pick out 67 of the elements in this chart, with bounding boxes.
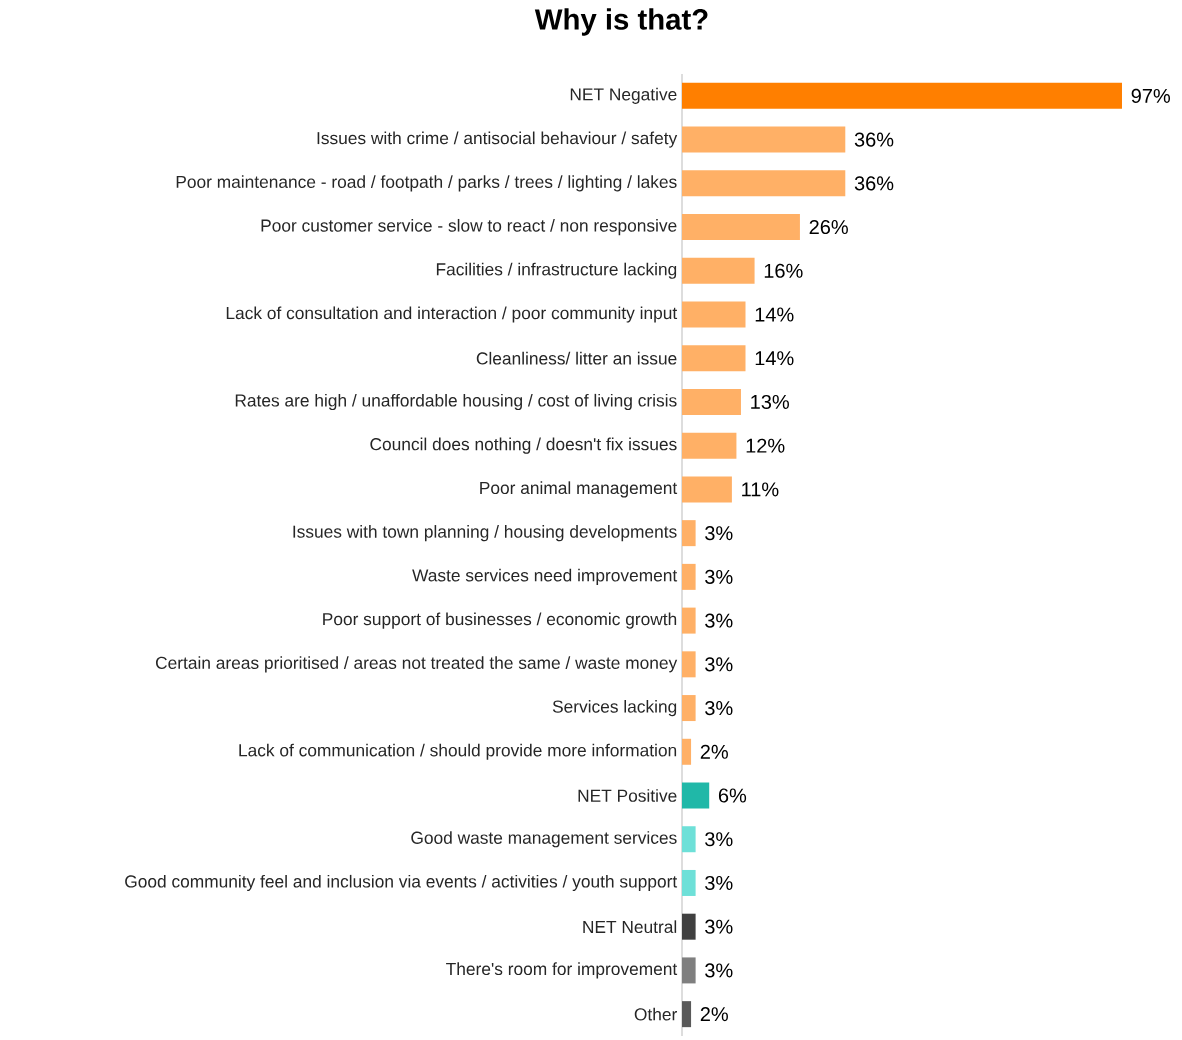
bar <box>682 738 692 765</box>
data-label: 3% <box>705 700 733 716</box>
y-tick-label: Good community feel and inclusion via events / activities / youth support <box>125 874 678 892</box>
y-tick-label: Lack of consultation and interaction / poor community input <box>226 306 678 323</box>
data-label: 2% <box>700 1007 728 1022</box>
data-label: 3% <box>705 569 733 584</box>
bar <box>682 388 741 415</box>
bar <box>682 520 696 547</box>
bar <box>682 476 732 503</box>
bar <box>682 301 746 328</box>
bar <box>682 782 710 809</box>
chart-title: Why is that? <box>534 8 708 36</box>
data-label: 14% <box>755 307 794 322</box>
bar <box>682 869 696 896</box>
y-tick-label: Issues with town planning / housing developments <box>293 525 677 542</box>
data-label: 13% <box>751 394 789 410</box>
data-label: 3% <box>705 832 733 847</box>
bar <box>682 607 696 634</box>
bar <box>682 345 746 372</box>
y-tick-label: Cleanliness/ litter an issue <box>476 351 677 365</box>
bar <box>682 826 696 853</box>
data-label: 3% <box>705 613 733 628</box>
data-label: 3% <box>705 875 733 891</box>
bar <box>682 257 755 284</box>
y-tick-label: Poor maintenance - road / footpath / parks / trees / lighting / lakes <box>176 175 677 192</box>
y-tick-label: Rates are high / unaffordable housing / cost of living crisis <box>235 393 677 411</box>
y-tick-label: Council does nothing / doesn't fix issues <box>370 437 677 454</box>
bar <box>682 214 800 241</box>
data-label: 12% <box>746 438 785 453</box>
data-label: 11% <box>742 482 779 497</box>
bar <box>682 913 696 940</box>
data-label: 26% <box>809 219 848 235</box>
y-tick-label: There's room for improvement <box>446 962 678 979</box>
data-label: 3% <box>705 526 733 541</box>
bar <box>682 651 696 678</box>
data-label: 6% <box>718 788 747 803</box>
data-label: 36% <box>854 132 894 147</box>
y-tick-label: Poor customer service - slow to react / non responsive <box>261 218 677 236</box>
bar <box>682 1001 692 1028</box>
bar <box>682 126 846 153</box>
data-label: 16% <box>764 263 803 278</box>
data-label: 3% <box>705 657 733 672</box>
y-tick-label: Services lacking <box>552 699 677 717</box>
y-tick-label: NET Neutral <box>583 920 677 934</box>
y-tick-label: Certain areas prioritised / areas not treated the same / waste money <box>155 656 678 673</box>
y-tick-label: Issues with crime / antisocial behaviour / safety <box>317 131 678 148</box>
data-label: 14% <box>755 351 794 366</box>
data-label: 97% <box>1131 88 1170 103</box>
y-tick-label: Lack of communication / should provide more information <box>239 743 677 760</box>
bar <box>682 432 737 459</box>
y-tick-label: Good waste management services <box>411 831 677 848</box>
bar <box>682 563 696 590</box>
y-tick-label: Poor animal management <box>480 481 678 498</box>
data-label: 3% <box>705 963 733 978</box>
y-tick-label: Other <box>634 1007 677 1021</box>
y-tick-label: NET Positive <box>578 789 677 802</box>
y-tick-label: Facilities / infrastructure lacking <box>436 262 677 279</box>
y-tick-label: Waste services need improvement <box>412 568 678 585</box>
bar <box>682 695 696 722</box>
y-tick-label: Poor support of businesses / economic growth <box>323 612 677 629</box>
bar <box>682 170 846 197</box>
y-tick-label: NET Negative <box>570 87 677 104</box>
data-label: 36% <box>854 176 894 191</box>
bar <box>682 957 696 984</box>
bar <box>682 82 1122 109</box>
data-label: 3% <box>705 919 733 934</box>
data-label: 2% <box>700 744 728 759</box>
